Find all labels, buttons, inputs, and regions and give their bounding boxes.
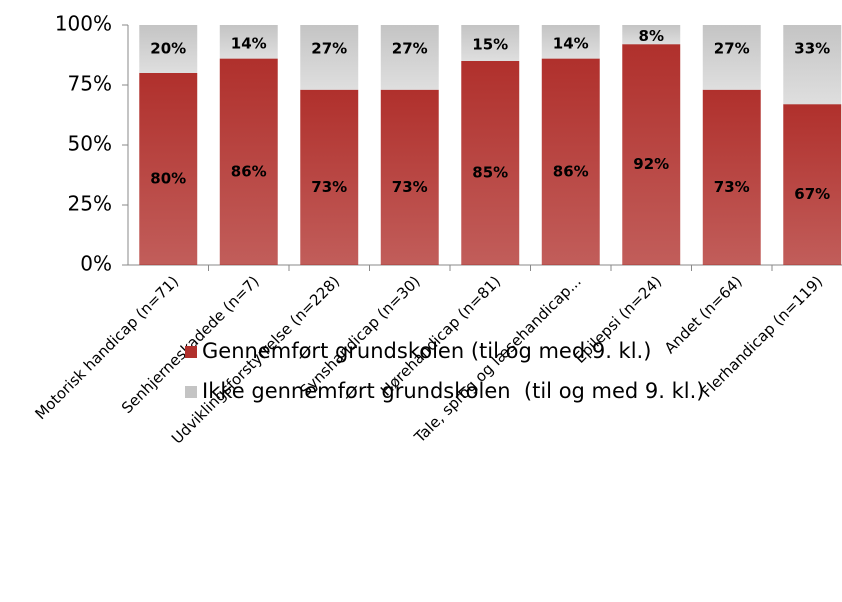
x-tick-label: Motorisk handicap (n=71) bbox=[31, 272, 182, 423]
bar-segment bbox=[300, 25, 359, 90]
bar-segment bbox=[219, 58, 278, 265]
bar-segment bbox=[461, 61, 520, 265]
data-label: 86% bbox=[553, 162, 589, 180]
data-label: 14% bbox=[553, 34, 589, 52]
bar-segment bbox=[622, 25, 681, 45]
data-label: 33% bbox=[794, 40, 830, 58]
bar-segment bbox=[380, 89, 439, 265]
legend-label: Gennemført grundskolen (til og med 9. kl… bbox=[202, 339, 651, 363]
bar-segment bbox=[380, 25, 439, 90]
bar-segment bbox=[461, 25, 520, 61]
data-label: 86% bbox=[231, 162, 267, 180]
bar-segment bbox=[622, 44, 681, 266]
data-label: 27% bbox=[714, 40, 750, 58]
bar-segment bbox=[702, 89, 761, 265]
legend-label: Ikke gennemført grundskolen (til og med … bbox=[202, 379, 705, 403]
y-tick-label: 50% bbox=[68, 132, 112, 156]
y-tick-label: 25% bbox=[68, 192, 112, 216]
bar-segment bbox=[139, 73, 198, 265]
data-label: 20% bbox=[150, 40, 186, 58]
data-label: 67% bbox=[794, 185, 830, 203]
data-label: 8% bbox=[639, 27, 664, 45]
data-label: 92% bbox=[633, 155, 669, 173]
y-tick-label: 100% bbox=[55, 12, 112, 36]
bar-segment bbox=[702, 25, 761, 90]
y-tick-label: 0% bbox=[80, 252, 112, 276]
bar-segment bbox=[541, 58, 600, 265]
bar-segment bbox=[139, 25, 198, 73]
bar-segment bbox=[300, 89, 359, 265]
bar-segment bbox=[783, 25, 842, 105]
data-label: 80% bbox=[150, 170, 186, 188]
data-label: 73% bbox=[392, 178, 428, 196]
bar-segment bbox=[783, 104, 842, 265]
y-tick-label: 75% bbox=[68, 72, 112, 96]
bar-segment bbox=[219, 25, 278, 59]
data-label: 27% bbox=[311, 40, 347, 58]
legend-swatch bbox=[185, 386, 197, 398]
data-label: 15% bbox=[472, 36, 508, 54]
legend-swatch bbox=[185, 346, 197, 358]
data-label: 14% bbox=[231, 34, 267, 52]
data-label: 27% bbox=[392, 40, 428, 58]
bar-segment bbox=[541, 25, 600, 59]
data-label: 85% bbox=[472, 164, 508, 182]
data-label: 73% bbox=[311, 178, 347, 196]
data-label: 73% bbox=[714, 178, 750, 196]
x-tick-label: Andet (n=64) bbox=[661, 272, 746, 357]
